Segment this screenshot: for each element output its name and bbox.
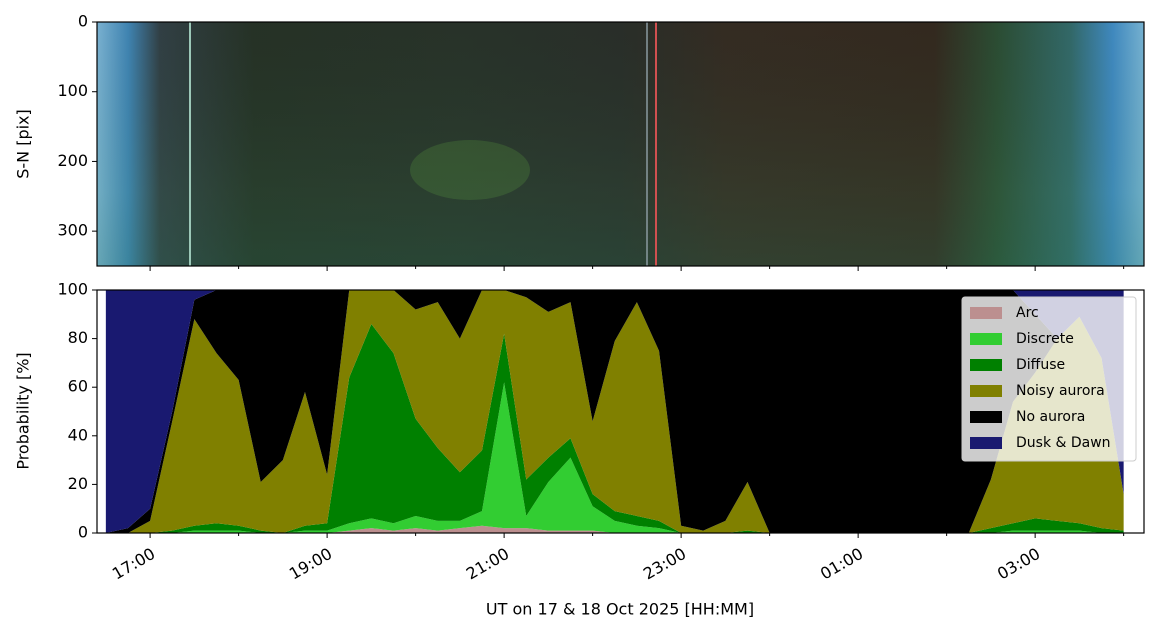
legend-swatch [970, 359, 1002, 371]
y-tick-label: 60 [68, 377, 88, 396]
plot-frame [96, 21, 1145, 267]
y-tick-label: 100 [57, 280, 88, 299]
area [105, 290, 1124, 533]
y-tick-label: 0 [78, 523, 88, 542]
x-tick-label: 23:00 [640, 544, 689, 584]
x-tick-label: 03:00 [994, 544, 1043, 584]
y-tick-label: 20 [68, 474, 88, 493]
legend-swatch [970, 411, 1002, 423]
area [105, 525, 1124, 533]
legend-swatch [970, 333, 1002, 345]
y-tick-label: 100 [57, 81, 88, 100]
x-axis-label: UT on 17 & 18 Oct 2025 [HH:MM] [486, 600, 754, 619]
legend-label: Diffuse [1016, 357, 1065, 373]
legend-label: Arc [1016, 305, 1039, 321]
legend-label: Noisy aurora [1016, 383, 1105, 399]
y-tick-label: 0 [78, 12, 88, 31]
x-tick-label: 21:00 [463, 544, 512, 584]
legend-swatch [970, 385, 1002, 397]
legend-swatch [970, 307, 1002, 319]
y-tick-label: 40 [68, 425, 88, 444]
area [105, 324, 1124, 533]
y-tick-label: 300 [57, 221, 88, 240]
y-tick-label: 80 [68, 328, 88, 347]
x-tick-label: 17:00 [109, 544, 158, 584]
y-axis-label: S-N [pix] [14, 109, 33, 179]
legend-label: Dusk & Dawn [1016, 435, 1111, 451]
y-axis-label: Probability [%] [14, 352, 33, 469]
plot-frame [96, 289, 1145, 534]
x-tick-label: 19:00 [286, 544, 335, 584]
legend-swatch [970, 437, 1002, 449]
y-tick-label: 200 [57, 151, 88, 170]
legend: Arc Discrete Diffuse Noisy aurora No aurora D… [961, 296, 1137, 462]
legend-box [961, 296, 1137, 462]
x-tick-label: 01:00 [817, 544, 866, 584]
legend-label: No aurora [1016, 409, 1085, 425]
area [105, 290, 1124, 533]
legend-label: Discrete [1016, 331, 1074, 347]
keogram-image [97, 22, 1144, 266]
